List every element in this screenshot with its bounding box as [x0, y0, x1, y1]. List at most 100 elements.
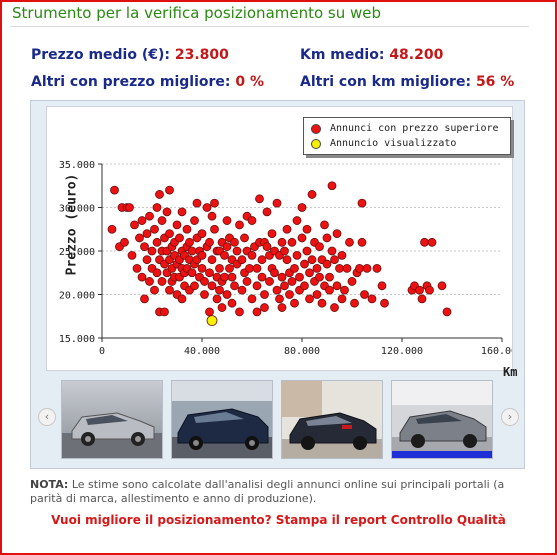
data-point: [245, 263, 254, 273]
data-point: [372, 263, 382, 273]
data-point: [190, 281, 199, 291]
data-point: [287, 237, 297, 247]
data-point: [307, 190, 317, 199]
x-tick-label: 0: [99, 346, 105, 357]
data-point: [172, 220, 182, 230]
data-point: [197, 250, 207, 260]
car-thumbnail-2[interactable]: [171, 380, 273, 459]
data-point: [252, 263, 262, 273]
data-point: [142, 255, 152, 265]
data-point: [207, 255, 217, 265]
data-point: [345, 237, 354, 247]
print-report-link[interactable]: Vuoi migliore il posizionamento? Stampa …: [51, 513, 506, 527]
note-text: Le stime sono calcolate dall'analisi deg…: [30, 478, 505, 505]
chart-panel: 15.000 20.000 25.000 30.000 35.000 0 40.000 80.…: [30, 100, 525, 469]
car-photo-2: [172, 381, 272, 458]
data-point: [255, 194, 264, 204]
data-point: [247, 216, 257, 225]
data-point: [120, 237, 129, 247]
data-point: [107, 224, 117, 234]
better-price-stat: Altri con prezzo migliore: 0 %: [31, 74, 264, 90]
data-point: [360, 290, 369, 299]
data-point: [150, 224, 159, 234]
avg-km-value: 48.200: [389, 47, 444, 63]
data-point: [137, 272, 147, 282]
data-point: [145, 211, 154, 221]
data-point: [215, 263, 224, 273]
legend-label-visualizzato: Annuncio visualizzato: [330, 138, 457, 149]
data-point: [135, 233, 144, 243]
data-point: [140, 242, 149, 252]
x-tick-label: 40.000: [184, 346, 220, 357]
data-point: [357, 237, 367, 247]
scatter-chart: 15.000 20.000 25.000 30.000 35.000 0 40.000 80.…: [46, 106, 517, 379]
data-point: [277, 272, 287, 282]
data-point: [232, 246, 242, 256]
data-point: [157, 277, 167, 286]
better-km-label: Altri con km migliore:: [300, 74, 472, 90]
data-point: [165, 229, 174, 238]
data-point: [265, 277, 274, 286]
data-point: [285, 290, 294, 299]
data-point: [160, 307, 169, 317]
data-point: [292, 216, 302, 225]
data-point: [420, 237, 429, 247]
data-point: [305, 294, 314, 304]
car-thumbnail-4[interactable]: [391, 380, 493, 459]
data-point: [262, 207, 272, 217]
better-km-stat: Altri con km migliore: 56 %: [300, 74, 514, 90]
data-point: [282, 255, 292, 265]
data-point: [237, 255, 247, 265]
x-tick-label: 80.000: [284, 346, 320, 357]
data-point: [227, 272, 237, 282]
car-photo-1: [62, 381, 162, 458]
data-point: [152, 203, 162, 212]
data-point: [260, 290, 269, 299]
legend-item-visualizzato: Annuncio visualizzato: [311, 138, 456, 149]
carousel-prev-button[interactable]: ‹: [38, 408, 56, 426]
data-point: [145, 277, 154, 286]
data-point: [292, 250, 302, 260]
data-point: [380, 298, 389, 308]
car-thumbnail-3[interactable]: [281, 380, 383, 459]
legend-red-dot: [311, 123, 321, 134]
data-point: [282, 224, 292, 234]
car-photo-4: [392, 381, 492, 458]
data-point: [197, 263, 207, 273]
data-point: [252, 307, 262, 317]
data-point: [125, 203, 134, 212]
data-point: [295, 272, 304, 282]
data-point: [357, 198, 367, 208]
data-point: [207, 211, 217, 221]
data-point: [222, 242, 232, 252]
data-point: [157, 216, 167, 225]
x-axis-label: Km: [503, 365, 518, 379]
chevron-right-icon: ›: [507, 410, 513, 423]
y-tick-label: 35.000: [59, 160, 95, 171]
better-km-value: 56 %: [475, 74, 515, 90]
data-point: [362, 263, 372, 273]
data-point: [367, 294, 377, 304]
car-thumbnail-1[interactable]: [61, 380, 163, 459]
data-point: [207, 281, 217, 291]
data-point: [425, 285, 434, 295]
highlighted-data-point: [206, 315, 218, 327]
data-point: [192, 198, 202, 208]
data-point: [325, 272, 334, 282]
data-point: [230, 281, 239, 291]
data-point: [220, 272, 229, 282]
data-point: [330, 255, 339, 265]
data-point: [235, 307, 244, 317]
car-photo-3: [282, 381, 382, 458]
data-point: [252, 281, 262, 291]
avg-km-label: Km medio:: [300, 47, 385, 63]
legend-item-superiore: Annunci con prezzo superiore: [311, 123, 499, 134]
data-point: [277, 237, 287, 247]
data-point: [137, 216, 147, 225]
legend-yellow-dot: [311, 138, 321, 149]
better-price-value: 0 %: [235, 74, 265, 90]
carousel-next-button[interactable]: ›: [501, 408, 519, 426]
data-point: [267, 229, 277, 238]
data-point: [257, 272, 267, 282]
data-point: [287, 277, 297, 286]
